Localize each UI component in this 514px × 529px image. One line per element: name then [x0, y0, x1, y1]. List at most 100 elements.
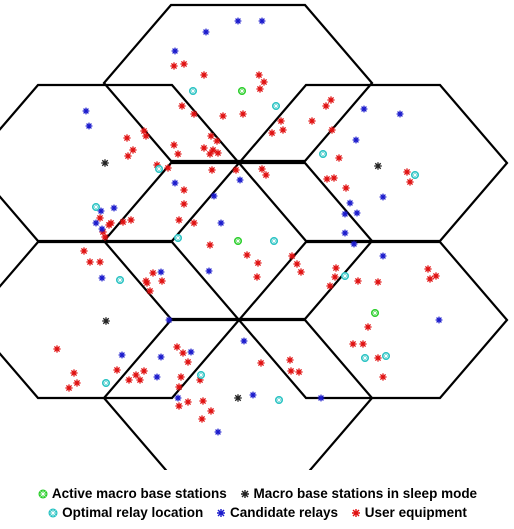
optimal-relay-marker	[361, 354, 369, 362]
user-equipment-marker	[424, 265, 432, 273]
user-equipment-marker	[331, 273, 339, 281]
user-equipment-marker	[293, 260, 301, 268]
user-equipment-marker	[287, 367, 295, 375]
candidate-relay-marker	[350, 240, 358, 248]
legend: Active macro base stations Macro base st…	[0, 478, 514, 524]
legend-item-candidate: Candidate relays	[215, 505, 338, 520]
user-equipment-marker	[70, 369, 78, 377]
legend-item-active: Active macro base stations	[37, 486, 227, 501]
candidate-relay-marker	[165, 316, 173, 324]
user-equipment-marker	[174, 150, 182, 158]
user-equipment-marker	[200, 144, 208, 152]
user-equipment-marker	[86, 258, 94, 266]
user-equipment-marker	[219, 112, 227, 120]
user-equipment-marker	[113, 366, 121, 374]
candidate-relay-marker	[240, 337, 248, 345]
user-equipment-marker	[105, 221, 113, 229]
user-equipment-marker	[295, 368, 303, 376]
user-equipment-marker	[143, 279, 151, 287]
user-equipment-marker	[73, 379, 81, 387]
user-equipment-marker	[173, 343, 181, 351]
candidate-relay-marker	[187, 348, 195, 356]
hex-cell-bottom	[102, 318, 374, 470]
user-equipment-marker	[213, 137, 221, 145]
user-equipment-marker	[330, 174, 338, 182]
user-equipment-marker	[308, 117, 316, 125]
optimal-relay-marker	[341, 272, 349, 280]
user-equipment-marker	[297, 268, 305, 276]
candidate-relay-marker	[210, 192, 218, 200]
user-equipment-marker	[149, 269, 157, 277]
candidate-relay-marker	[171, 47, 179, 55]
user-equipment-marker	[260, 78, 268, 86]
user-equipment-marker	[214, 149, 222, 157]
candidate-relay-marker	[98, 274, 106, 282]
candidate-relay-marker	[157, 268, 165, 276]
user-equipment-marker-icon	[351, 508, 360, 517]
user-equipment-marker	[364, 323, 372, 331]
user-equipment-marker	[349, 340, 357, 348]
user-equipment-marker	[326, 282, 334, 290]
candidate-relay-marker	[118, 351, 126, 359]
optimal-relay-marker-icon	[48, 508, 58, 517]
candidate-relay-marker	[217, 219, 225, 227]
user-equipment-marker	[127, 216, 135, 224]
user-equipment-marker	[177, 373, 185, 381]
user-equipment-marker	[119, 218, 127, 226]
user-equipment-marker	[175, 383, 183, 391]
legend-label-candidate: Candidate relays	[229, 505, 339, 520]
user-equipment-marker	[328, 126, 336, 134]
user-equipment-marker	[207, 407, 215, 415]
user-equipment-marker	[332, 264, 340, 272]
candidate-relay-marker	[98, 225, 106, 233]
candidate-relay-marker	[341, 210, 349, 218]
user-equipment-marker	[198, 415, 206, 423]
candidate-relay-marker	[396, 110, 404, 118]
user-equipment-marker	[124, 152, 132, 160]
candidate-relay-marker	[435, 316, 443, 324]
user-equipment-marker	[96, 214, 104, 222]
sleep-base-station-marker	[234, 394, 242, 402]
optimal-relay-marker	[270, 237, 278, 245]
user-equipment-marker	[200, 71, 208, 79]
user-equipment-marker	[136, 376, 144, 384]
optimal-relay-marker	[116, 276, 124, 284]
user-equipment-marker	[184, 358, 192, 366]
candidate-relay-marker	[157, 353, 165, 361]
user-equipment-marker	[253, 273, 261, 281]
legend-item-user: User equipment	[350, 505, 467, 520]
optimal-relay-marker	[197, 371, 205, 379]
user-equipment-marker	[132, 371, 140, 379]
candidate-relay-marker	[379, 193, 387, 201]
user-equipment-marker	[327, 96, 335, 104]
candidate-relay-marker	[214, 428, 222, 436]
legend-row-1: Active macro base stations Macro base st…	[0, 486, 514, 503]
hexagonal-cell-network-diagram	[0, 3, 509, 470]
user-equipment-marker	[99, 228, 107, 236]
user-equipment-marker	[80, 247, 88, 255]
user-equipment-marker	[426, 275, 434, 283]
user-equipment-marker	[277, 117, 285, 125]
candidate-relay-marker	[82, 107, 90, 115]
user-equipment-marker	[180, 200, 188, 208]
candidate-relay-marker	[346, 199, 354, 207]
user-equipment-marker	[335, 154, 343, 162]
active-base-station-marker	[371, 309, 379, 317]
candidate-relay-marker	[92, 219, 100, 227]
user-equipment-marker	[175, 402, 183, 410]
user-equipment-marker	[158, 277, 166, 285]
user-equipment-marker	[322, 102, 330, 110]
user-equipment-marker	[209, 146, 217, 154]
optimal-relay-marker	[272, 102, 280, 110]
optimal-relay-marker	[319, 150, 327, 158]
optimal-relay-marker	[275, 396, 283, 404]
user-equipment-marker	[359, 340, 367, 348]
optimal-relay-marker	[174, 234, 182, 242]
user-equipment-marker	[146, 287, 154, 295]
legend-label-active: Active macro base stations	[51, 486, 227, 501]
user-equipment-marker	[257, 359, 265, 367]
candidate-relay-marker	[258, 17, 266, 25]
user-equipment-marker	[379, 373, 387, 381]
user-equipment-marker	[142, 277, 150, 285]
user-equipment-marker	[178, 102, 186, 110]
